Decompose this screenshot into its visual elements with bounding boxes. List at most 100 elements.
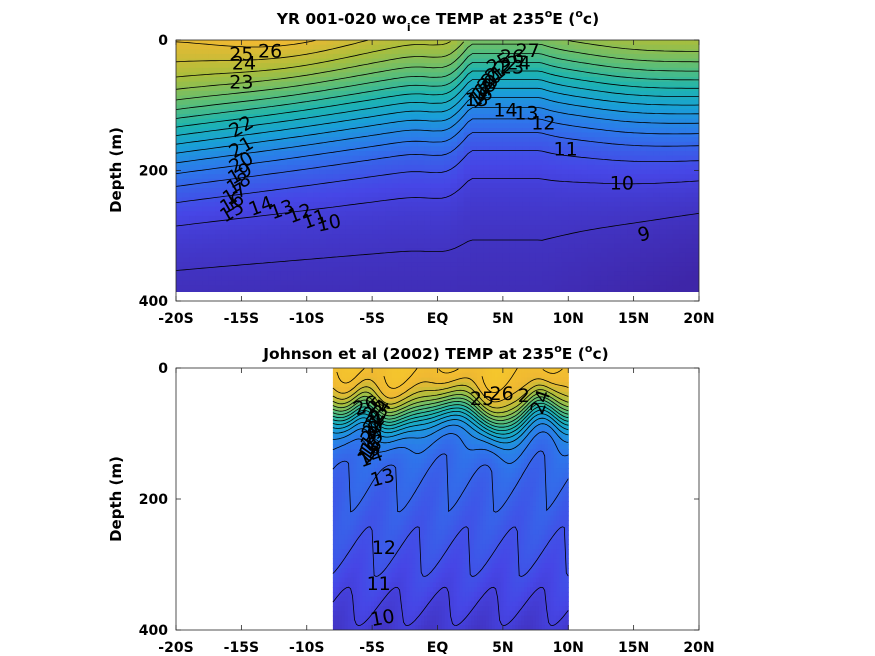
field-cell	[313, 132, 321, 138]
field-cell	[607, 289, 615, 292]
field-cell	[372, 211, 380, 217]
field-cell	[548, 243, 556, 249]
field-cell	[607, 155, 615, 161]
temperature-field	[332, 368, 569, 630]
field-cell	[398, 188, 406, 194]
field-cell	[581, 285, 589, 291]
field-cell	[306, 280, 314, 286]
field-cell	[341, 582, 346, 588]
field-cell	[542, 72, 550, 78]
field-cell	[189, 160, 197, 166]
field-cell	[332, 606, 337, 612]
field-cell	[339, 81, 347, 87]
field-cell	[581, 160, 589, 166]
field-cell	[228, 262, 236, 268]
field-cell	[463, 280, 471, 286]
field-cell	[267, 81, 275, 87]
field-cell	[319, 118, 327, 124]
field-cell	[411, 86, 419, 92]
field-cell	[535, 252, 543, 259]
field-cell	[254, 275, 262, 282]
field-cell	[215, 67, 223, 73]
field-cell	[385, 53, 393, 60]
field-cell	[653, 188, 661, 194]
field-cell	[228, 220, 236, 226]
field-cell	[568, 132, 576, 138]
field-cell	[646, 225, 654, 231]
field-cell	[332, 472, 337, 479]
field-cell	[535, 220, 543, 226]
field-cell	[319, 174, 327, 180]
field-cell	[313, 86, 321, 92]
field-cell	[535, 49, 543, 55]
isotherm-contours	[176, 40, 699, 271]
field-cell	[470, 146, 478, 152]
field-cell	[640, 127, 648, 134]
field-cell	[548, 201, 556, 208]
field-cell	[685, 243, 694, 249]
field-cell	[542, 178, 550, 185]
field-cell	[496, 72, 504, 78]
field-cell	[182, 137, 190, 143]
field-cell	[332, 280, 341, 286]
field-cell	[350, 368, 355, 374]
field-cell	[195, 44, 203, 50]
field-cell	[347, 563, 352, 569]
field-cell	[587, 183, 595, 189]
field-cell	[241, 285, 249, 291]
field-cell	[581, 234, 589, 240]
field-cell	[341, 429, 346, 436]
field-cell	[234, 114, 242, 120]
field-cell	[659, 114, 667, 120]
field-cell	[568, 77, 576, 83]
field-cell	[515, 141, 524, 148]
field-cell	[241, 40, 249, 46]
field-cell	[391, 146, 399, 152]
field-cell	[529, 174, 537, 180]
field-cell	[313, 234, 321, 240]
field-cell	[221, 215, 229, 222]
panel-title: YR 001-020 woice TEMP at 235oE (oc)	[276, 7, 599, 34]
field-cell	[659, 49, 667, 55]
field-cell	[254, 225, 262, 231]
field-cell	[189, 63, 197, 69]
field-cell	[548, 40, 556, 46]
field-cell	[614, 67, 622, 73]
field-cell	[228, 229, 236, 235]
field-cell	[345, 127, 354, 134]
field-cell	[267, 289, 275, 292]
field-cell	[254, 271, 262, 277]
field-cell	[535, 123, 543, 129]
field-cell	[463, 44, 471, 50]
field-cell	[633, 44, 641, 50]
field-cell	[326, 72, 334, 78]
field-cell	[535, 40, 543, 46]
field-cell	[457, 215, 465, 222]
field-cell	[666, 178, 674, 185]
field-cell	[470, 257, 478, 263]
field-cell	[483, 188, 491, 194]
field-cell	[542, 211, 550, 217]
field-cell	[385, 95, 393, 101]
field-cell	[483, 266, 491, 272]
field-cell	[353, 572, 358, 579]
field-cell	[561, 123, 569, 129]
field-cell	[561, 81, 569, 87]
field-cell	[228, 271, 236, 277]
field-cell	[614, 49, 622, 55]
field-cell	[417, 243, 426, 249]
field-cell	[515, 127, 524, 134]
field-cell	[483, 229, 491, 235]
field-cell	[335, 563, 340, 569]
field-cell	[646, 151, 654, 157]
field-cell	[176, 192, 184, 198]
field-cell	[411, 146, 419, 152]
field-cell	[267, 90, 275, 97]
field-cell	[568, 211, 576, 217]
field-cell	[496, 90, 504, 97]
field-cell	[300, 160, 308, 166]
field-cell	[241, 257, 249, 263]
field-cell	[659, 201, 667, 208]
field-cell	[338, 606, 343, 612]
field-cell	[195, 146, 203, 152]
